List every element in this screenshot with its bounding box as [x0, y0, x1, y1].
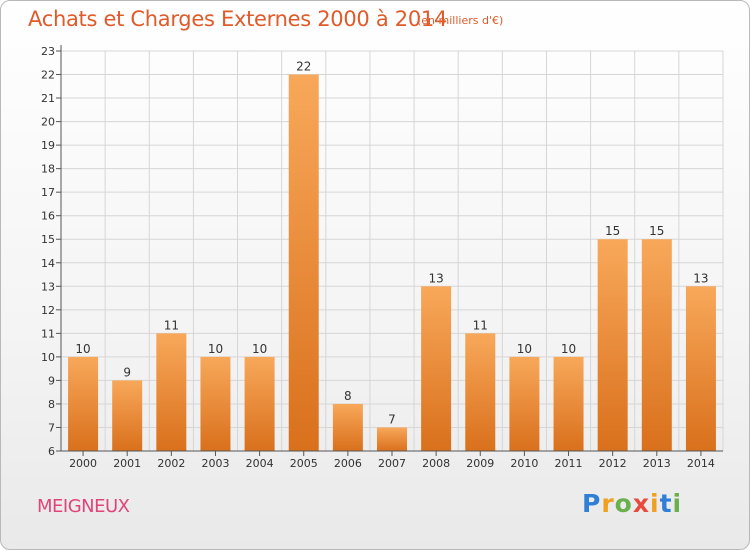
proxiti-logo: Proxiti — [582, 489, 682, 518]
bar — [288, 74, 319, 451]
y-tick-label: 20 — [41, 116, 55, 129]
y-tick-label: 13 — [41, 280, 55, 293]
y-tick-label: 12 — [41, 304, 55, 317]
data-label: 7 — [388, 412, 396, 426]
bar — [421, 286, 452, 451]
x-tick-label: 2009 — [466, 457, 494, 470]
data-label: 10 — [252, 342, 267, 356]
commune-name: MEIGNEUX — [37, 496, 130, 517]
x-tick-label: 2006 — [334, 457, 362, 470]
data-label: 15 — [605, 224, 620, 238]
y-tick-label: 18 — [41, 163, 55, 176]
bar — [553, 356, 584, 451]
x-tick-label: 2010 — [510, 457, 538, 470]
data-label: 15 — [649, 224, 664, 238]
y-tick-label: 11 — [41, 327, 55, 340]
x-tick-label: 2008 — [422, 457, 450, 470]
data-label: 8 — [344, 389, 352, 403]
logo-letter: i — [672, 489, 683, 518]
data-label: 10 — [75, 342, 90, 356]
chart-title: Achats et Charges Externes 2000 à 2014 — [28, 7, 448, 31]
y-tick-label: 21 — [41, 92, 55, 105]
x-tick-label: 2001 — [113, 457, 141, 470]
labels: 6 7 8 9 10 11 12 13 14 15 16 17 18 19 20 21 22 23 10 2000 9 2… — [41, 45, 715, 470]
bar — [156, 333, 187, 451]
logo-letter: o — [614, 489, 633, 518]
x-tick-label: 2000 — [69, 457, 97, 470]
y-tick-label: 8 — [48, 398, 55, 411]
bar — [465, 333, 496, 451]
axes — [56, 45, 723, 456]
y-tick-label: 22 — [41, 69, 55, 82]
y-tick-label: 16 — [41, 210, 55, 223]
y-tick-label: 7 — [48, 421, 55, 434]
x-tick-label: 2011 — [555, 457, 583, 470]
y-tick-label: 10 — [41, 351, 55, 364]
data-label: 9 — [123, 365, 131, 379]
data-label: 13 — [693, 271, 708, 285]
x-tick-label: 2013 — [643, 457, 671, 470]
bar — [332, 403, 363, 451]
x-tick-label: 2014 — [687, 457, 715, 470]
x-tick-label: 2002 — [157, 457, 185, 470]
y-tick-label: 19 — [41, 139, 55, 152]
bar — [68, 356, 99, 451]
chart-subtitle: (en milliers d'€) — [417, 14, 504, 27]
data-label: 22 — [296, 60, 311, 74]
y-tick-label: 15 — [41, 233, 55, 246]
x-tick-label: 2005 — [290, 457, 318, 470]
y-tick-label: 14 — [41, 257, 55, 270]
bar — [597, 239, 628, 451]
bar — [641, 239, 672, 451]
x-tick-label: 2003 — [201, 457, 229, 470]
y-tick-label: 23 — [41, 45, 55, 58]
logo-letter: r — [601, 489, 615, 518]
bar — [244, 356, 275, 451]
y-tick-label: 6 — [48, 445, 55, 458]
x-tick-label: 2007 — [378, 457, 406, 470]
data-label: 13 — [428, 271, 443, 285]
data-label: 10 — [208, 342, 223, 356]
logo-letter: P — [582, 489, 602, 518]
bar — [377, 427, 407, 451]
bar — [685, 286, 716, 451]
x-tick-label: 2004 — [246, 457, 274, 470]
data-label: 11 — [473, 318, 488, 332]
logo-letter: x — [632, 489, 650, 518]
bar — [509, 356, 540, 451]
logo-letter: i — [650, 489, 660, 518]
y-tick-label: 9 — [48, 374, 55, 387]
x-tick-label: 2012 — [599, 457, 627, 470]
logo-letter: t — [659, 489, 673, 518]
bar — [112, 380, 143, 451]
data-label: 11 — [164, 318, 179, 332]
data-label: 10 — [517, 342, 532, 356]
y-tick-label: 17 — [41, 186, 55, 199]
bars — [68, 74, 716, 451]
data-label: 10 — [561, 342, 576, 356]
bar — [200, 356, 231, 451]
